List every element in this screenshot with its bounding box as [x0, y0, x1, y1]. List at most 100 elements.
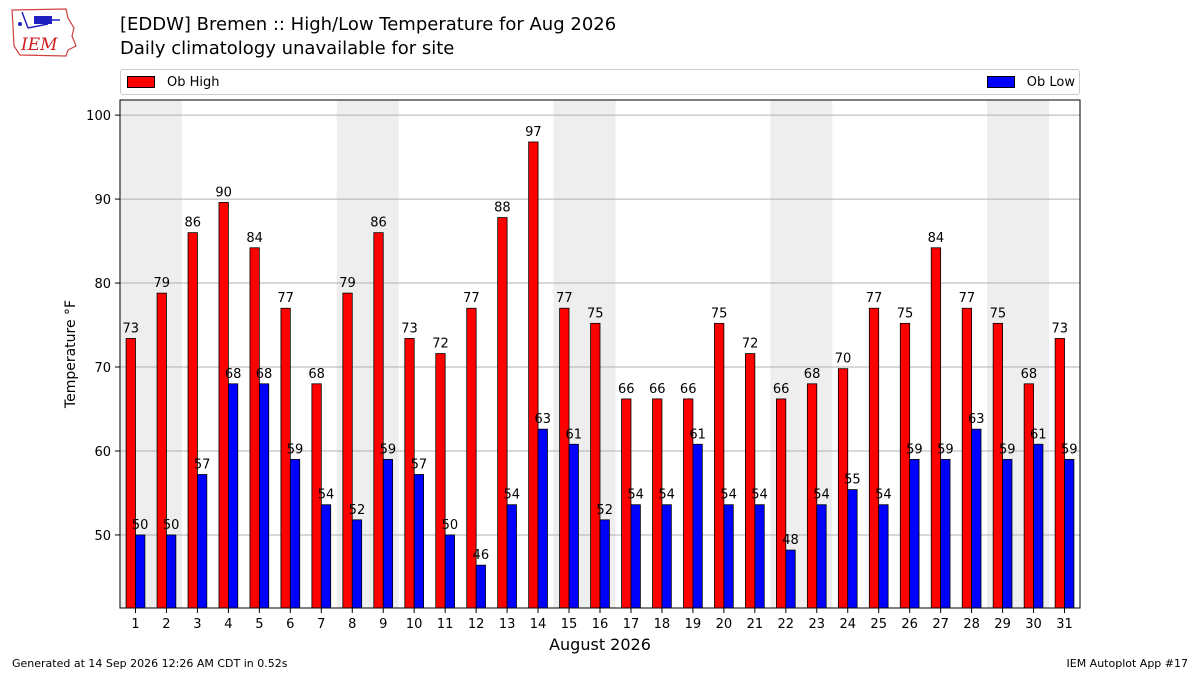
bar-label-low: 50	[132, 518, 149, 533]
bar-high	[156, 292, 167, 609]
x-tick-label: 2	[162, 617, 170, 632]
bar-label-low: 59	[380, 442, 397, 457]
bar-label-high: 72	[742, 337, 759, 352]
bar-label-high: 72	[432, 337, 449, 352]
bar-high	[621, 398, 632, 609]
bar-label-high: 77	[277, 291, 294, 306]
x-tick-label: 18	[654, 617, 671, 632]
legend-label-high: Ob High	[167, 74, 220, 90]
bar-label-low: 59	[287, 442, 304, 457]
bar-high	[1023, 383, 1034, 609]
x-tick-label: 19	[685, 617, 702, 632]
bar-label-high: 73	[1052, 321, 1069, 336]
bar-high	[590, 322, 601, 609]
bar-low	[723, 504, 734, 609]
x-tick-label: 15	[561, 617, 578, 632]
legend-swatch-high	[127, 76, 155, 88]
bar-label-low: 54	[875, 488, 892, 503]
bar-high	[280, 307, 291, 609]
bar-low	[413, 474, 424, 609]
bar-high	[218, 202, 229, 609]
y-tick-label: 50	[94, 529, 111, 544]
x-tick-label: 21	[747, 617, 764, 632]
bar-label-low: 59	[937, 442, 954, 457]
y-tick-label: 100	[86, 109, 111, 124]
bar-label-low: 59	[1061, 442, 1078, 457]
legend-item-low: Ob Low	[986, 74, 1075, 90]
bar-label-high: 75	[587, 306, 604, 321]
bar-label-high: 75	[990, 306, 1007, 321]
bar-low	[320, 504, 332, 609]
bar-high	[961, 307, 973, 609]
bar-label-high: 79	[153, 276, 170, 291]
y-tick-label: 60	[94, 445, 111, 460]
bar-label-low: 50	[442, 518, 459, 533]
x-tick-label: 9	[379, 617, 387, 632]
bars	[125, 141, 1075, 609]
x-tick-label: 3	[193, 617, 201, 632]
bar-label-high: 66	[773, 382, 790, 397]
x-tick-label: 26	[901, 617, 918, 632]
bar-label-high: 97	[525, 125, 542, 140]
bar-low	[166, 534, 177, 609]
footer-generated: Generated at 14 Sep 2026 12:26 AM CDT in…	[12, 657, 288, 670]
bar-high	[745, 353, 756, 609]
bar-label-low: 68	[225, 367, 242, 382]
bar-low	[816, 504, 827, 609]
bar-high	[868, 307, 880, 609]
bar-high	[497, 217, 508, 609]
bar-label-low: 54	[751, 488, 768, 503]
x-tick-label: 7	[317, 617, 325, 632]
bar-label-low: 54	[813, 488, 830, 503]
bar-label-high: 66	[649, 382, 666, 397]
bar-low	[1002, 458, 1013, 609]
bar-low	[847, 489, 858, 609]
bar-label-high: 73	[401, 321, 418, 336]
bar-label-high: 75	[711, 306, 728, 321]
bar-high	[342, 292, 353, 609]
bar-label-low: 52	[349, 503, 366, 518]
bar-label-high: 77	[866, 291, 883, 306]
bar-high	[249, 247, 260, 609]
y-axis-label: Temperature °F	[63, 300, 79, 409]
x-tick-label: 5	[255, 617, 263, 632]
bar-label-low: 54	[504, 488, 521, 503]
bar-label-high: 70	[835, 352, 852, 367]
x-tick-label: 23	[809, 617, 826, 632]
bar-low	[258, 383, 270, 609]
bar-label-low: 57	[411, 457, 428, 472]
bar-label-high: 68	[308, 367, 325, 382]
bar-low	[971, 428, 982, 609]
x-tick-label: 14	[530, 617, 547, 632]
bar-high	[1054, 338, 1065, 609]
x-tick-label: 30	[1025, 617, 1042, 632]
x-tick-label: 27	[932, 617, 949, 632]
bar-low	[568, 443, 579, 609]
footer-app: IEM Autoplot App #17	[1066, 657, 1189, 670]
bar-label-high: 86	[370, 216, 387, 231]
bar-label-high: 68	[1021, 367, 1038, 382]
bar-high	[992, 322, 1003, 609]
bar-low	[197, 474, 208, 609]
y-tick-label: 70	[94, 361, 111, 376]
x-tick-label: 16	[592, 617, 609, 632]
bar-low	[289, 458, 301, 609]
bar-low	[630, 504, 641, 609]
bar-label-low: 68	[256, 367, 273, 382]
x-tick-label: 22	[778, 617, 795, 632]
bar-label-low: 54	[720, 488, 737, 503]
legend: Ob High Ob Low	[120, 69, 1080, 95]
y-axis: 50 60 70 80 90 100	[86, 109, 120, 544]
bar-label-low: 59	[999, 442, 1016, 457]
y-tick-label: 90	[94, 193, 111, 208]
bar-label-low: 46	[473, 548, 490, 563]
bar-high	[714, 322, 725, 609]
chart-subtitle: Daily climatology unavailable for site	[120, 38, 455, 59]
bar-label-low: 54	[658, 488, 675, 503]
bar-label-low: 61	[689, 427, 706, 442]
x-tick-label: 28	[963, 617, 980, 632]
bar-label-high: 73	[123, 321, 140, 336]
bar-label-high: 68	[804, 367, 821, 382]
x-tick-label: 12	[468, 617, 485, 632]
legend-item-high: Ob High	[127, 74, 220, 90]
